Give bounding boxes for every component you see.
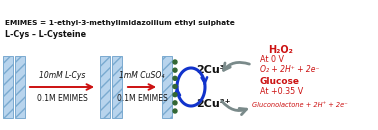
Text: Glucose: Glucose bbox=[260, 77, 300, 86]
Circle shape bbox=[173, 93, 177, 97]
Text: At 0 V: At 0 V bbox=[260, 56, 284, 64]
Circle shape bbox=[173, 60, 177, 64]
Text: L-Cys – L-Cysteine: L-Cys – L-Cysteine bbox=[5, 30, 86, 39]
Text: 0.1M EMIMES: 0.1M EMIMES bbox=[37, 94, 87, 103]
Circle shape bbox=[173, 84, 177, 89]
Text: 1mM CuSO₄: 1mM CuSO₄ bbox=[119, 71, 165, 80]
Bar bbox=[100, 56, 110, 118]
Bar bbox=[162, 56, 172, 118]
Text: Gluconolactone + 2H⁺ + 2e⁻: Gluconolactone + 2H⁺ + 2e⁻ bbox=[252, 102, 348, 108]
Circle shape bbox=[173, 101, 177, 105]
Bar bbox=[15, 56, 25, 118]
Text: O₂ + 2H⁺ + 2e⁻: O₂ + 2H⁺ + 2e⁻ bbox=[260, 66, 319, 74]
Text: 2Cu²⁺: 2Cu²⁺ bbox=[196, 99, 231, 109]
Text: 2Cu³⁺: 2Cu³⁺ bbox=[196, 65, 231, 75]
Circle shape bbox=[173, 76, 177, 80]
Circle shape bbox=[173, 109, 177, 113]
Circle shape bbox=[173, 68, 177, 72]
Text: EMIMES = 1-ethyl-3-methylimidazoilium ethyl sulphate: EMIMES = 1-ethyl-3-methylimidazoilium et… bbox=[5, 20, 235, 26]
Text: H₂O₂: H₂O₂ bbox=[268, 45, 293, 55]
Text: 0.1M EMIMES: 0.1M EMIMES bbox=[117, 94, 167, 103]
Text: At +0.35 V: At +0.35 V bbox=[260, 87, 303, 96]
Bar bbox=[112, 56, 122, 118]
Text: 10mM L-Cys: 10mM L-Cys bbox=[39, 71, 85, 80]
Bar bbox=[3, 56, 13, 118]
